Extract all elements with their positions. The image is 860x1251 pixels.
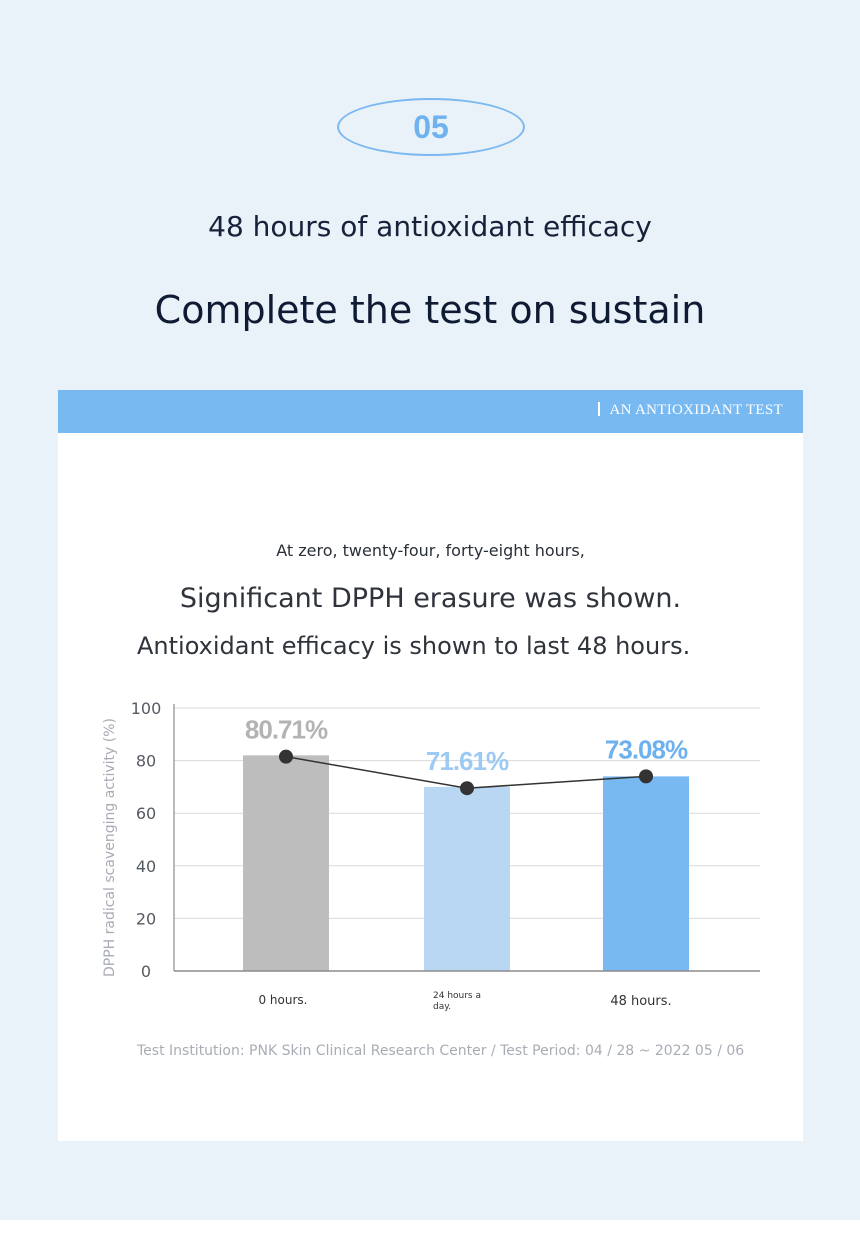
test-card: AN ANTIOXIDANT TEST At zero, twenty-four…	[58, 390, 803, 1141]
y-tick-label-0: 0	[141, 962, 151, 981]
data-label-0: 80.71%	[245, 714, 328, 744]
intro-line-2: Significant DPPH erasure was shown.	[179, 583, 682, 614]
step-number: 05	[413, 108, 449, 145]
data-label-1: 71.61%	[426, 746, 509, 776]
bar-0	[243, 755, 329, 971]
section-headline: Complete the test on sustain	[154, 288, 706, 332]
x-category-label-2: 48 hours.	[610, 994, 671, 1009]
data-label-2: 73.08%	[605, 734, 688, 764]
trend-point-1	[460, 781, 474, 796]
intro-line-1: At zero, twenty-four, forty-eight hours,	[276, 541, 585, 560]
step-badge: 05	[337, 98, 525, 156]
trend-point-0	[279, 749, 293, 764]
bar-2	[603, 776, 689, 971]
card-header-bar: AN ANTIOXIDANT TEST	[58, 390, 803, 433]
x-category-label-1: 24 hours a day.	[433, 991, 481, 1012]
y-tick-label-20: 20	[136, 909, 156, 928]
test-institution-note: Test Institution: PNK Skin Clinical Rese…	[137, 1043, 745, 1059]
x-category-label-0: 0 hours.	[258, 993, 307, 1007]
y-tick-label-60: 60	[136, 804, 156, 823]
bar-1	[424, 786, 510, 971]
y-axis-label: DPPH radical scavenging activity (%)	[102, 718, 118, 977]
y-tick-label-80: 80	[136, 752, 156, 771]
trend-point-2	[639, 769, 653, 784]
y-tick-label-100: 100	[131, 699, 162, 718]
card-header-label: AN ANTIOXIDANT TEST	[598, 402, 783, 419]
y-tick-label-40: 40	[136, 857, 156, 876]
section-subtitle: 48 hours of antioxidant efficacy	[208, 210, 652, 243]
intro-line-3: Antioxidant efficacy is shown to last 48…	[137, 632, 691, 660]
